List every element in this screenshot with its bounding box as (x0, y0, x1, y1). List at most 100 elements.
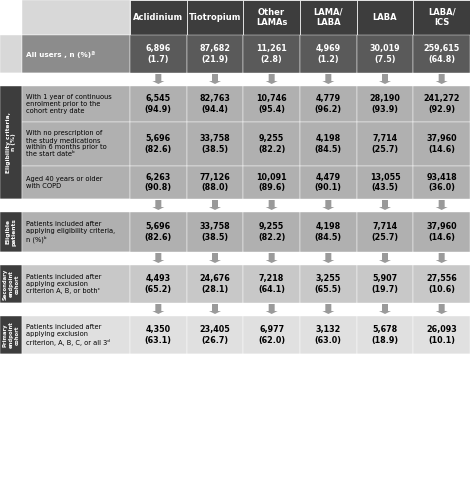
Bar (130, 0, 187, 35)
Text: Other
LAMAs: Other LAMAs (256, 8, 287, 27)
Bar (130, 265, 187, 303)
Bar (413, 0, 470, 35)
Text: Patients included after
applying exclusion
criterion A, B, or bothᶜ: Patients included after applying exclusi… (26, 274, 102, 294)
Bar (187, 166, 243, 199)
Polygon shape (379, 253, 391, 263)
Bar (357, 86, 413, 122)
Polygon shape (436, 200, 447, 210)
Text: 37,960
(14.6): 37,960 (14.6) (426, 134, 457, 154)
Bar (130, 316, 187, 354)
Bar (22, 122, 130, 166)
Text: 33,758
(38.5): 33,758 (38.5) (200, 222, 230, 242)
Polygon shape (322, 200, 334, 210)
Polygon shape (266, 200, 278, 210)
Bar (300, 86, 357, 122)
Bar (300, 166, 357, 199)
Text: Secondary
endpoint
cohort: Secondary endpoint cohort (3, 268, 19, 300)
Bar (187, 212, 243, 252)
Text: 4,350
(63.1): 4,350 (63.1) (145, 326, 172, 344)
Bar (413, 166, 470, 199)
Text: 27,556
(10.6): 27,556 (10.6) (426, 274, 457, 293)
Text: 6,896
(1.7): 6,896 (1.7) (146, 44, 171, 64)
Bar (357, 0, 413, 35)
Text: 5,678
(18.9): 5,678 (18.9) (371, 326, 399, 344)
Text: 7,218
(64.1): 7,218 (64.1) (258, 274, 285, 293)
Text: 5,696
(82.6): 5,696 (82.6) (145, 134, 172, 154)
Text: 6,977
(62.0): 6,977 (62.0) (258, 326, 285, 344)
Text: Aclidinium: Aclidinium (133, 13, 183, 22)
Text: 5,696
(82.6): 5,696 (82.6) (145, 222, 172, 242)
Text: LABA/
ICS: LABA/ ICS (428, 8, 455, 27)
Bar (187, 0, 243, 35)
Bar (413, 35, 470, 73)
Polygon shape (379, 74, 391, 84)
Bar (0, 86, 22, 199)
Bar (357, 166, 413, 199)
Bar (22, 86, 130, 122)
Text: 28,190
(93.9): 28,190 (93.9) (369, 94, 400, 114)
Bar (413, 265, 470, 303)
Text: 93,418
(36.0): 93,418 (36.0) (426, 173, 457, 192)
Bar (0, 265, 22, 303)
Text: 3,132
(63.0): 3,132 (63.0) (315, 326, 342, 344)
Text: Patients included after
applying exclusion
criterion, A, B, C, or all 3ᵈ: Patients included after applying exclusi… (26, 324, 110, 345)
Polygon shape (436, 304, 447, 314)
Text: With no prescription of
the study medications
within 6 months prior to
the start: With no prescription of the study medica… (26, 130, 107, 158)
Text: 7,714
(25.7): 7,714 (25.7) (371, 222, 399, 242)
Text: Eligibility criteria,
n (%): Eligibility criteria, n (%) (6, 112, 16, 173)
Bar (243, 166, 300, 199)
Text: 77,126
(88.0): 77,126 (88.0) (200, 173, 230, 192)
Bar (187, 86, 243, 122)
Text: 4,198
(84.5): 4,198 (84.5) (315, 222, 342, 242)
Text: 6,545
(94.9): 6,545 (94.9) (145, 94, 172, 114)
Bar (243, 0, 300, 35)
Bar (130, 166, 187, 199)
Bar (0, 35, 22, 73)
Bar (130, 86, 187, 122)
Bar (357, 122, 413, 166)
Polygon shape (209, 304, 221, 314)
Text: Patients included after
applying eligibility criteria,
n (%)ᵇ: Patients included after applying eligibi… (26, 221, 115, 243)
Bar (22, 212, 130, 252)
Bar (130, 122, 187, 166)
Bar (243, 122, 300, 166)
Bar (413, 316, 470, 354)
Polygon shape (436, 74, 447, 84)
Bar (130, 212, 187, 252)
Bar (243, 35, 300, 73)
Text: LABA: LABA (373, 13, 397, 22)
Text: Primary
endpoint
cohort: Primary endpoint cohort (3, 322, 19, 348)
Polygon shape (209, 253, 221, 263)
Text: 33,758
(38.5): 33,758 (38.5) (200, 134, 230, 154)
Text: 5,907
(19.7): 5,907 (19.7) (371, 274, 399, 293)
Text: Aged 40 years or older
with COPD: Aged 40 years or older with COPD (26, 176, 102, 189)
Polygon shape (322, 74, 334, 84)
Bar (357, 212, 413, 252)
Bar (22, 73, 130, 86)
Text: 4,493
(65.2): 4,493 (65.2) (145, 274, 172, 293)
Text: 4,969
(1.2): 4,969 (1.2) (316, 44, 341, 64)
Text: 10,091
(89.6): 10,091 (89.6) (256, 173, 287, 192)
Text: 87,682
(21.9): 87,682 (21.9) (199, 44, 230, 64)
Text: 10,746
(95.4): 10,746 (95.4) (256, 94, 287, 114)
Polygon shape (379, 200, 391, 210)
Polygon shape (379, 304, 391, 314)
Bar (187, 122, 243, 166)
Text: All users , n (%)ª: All users , n (%)ª (26, 50, 95, 58)
Bar (300, 212, 357, 252)
Bar (22, 265, 130, 303)
Bar (22, 166, 130, 199)
Bar (243, 265, 300, 303)
Bar (243, 86, 300, 122)
Bar (0, 303, 22, 316)
Text: 4,198
(84.5): 4,198 (84.5) (315, 134, 342, 154)
Text: 7,714
(25.7): 7,714 (25.7) (371, 134, 399, 154)
Bar (0, 354, 470, 500)
Text: 6,263
(90.8): 6,263 (90.8) (145, 173, 172, 192)
Polygon shape (322, 253, 334, 263)
Bar (243, 212, 300, 252)
Polygon shape (152, 304, 164, 314)
Text: Tiotropium: Tiotropium (189, 13, 241, 22)
Text: 23,405
(26.7): 23,405 (26.7) (200, 326, 230, 344)
Text: 30,019
(7.5): 30,019 (7.5) (370, 44, 400, 64)
